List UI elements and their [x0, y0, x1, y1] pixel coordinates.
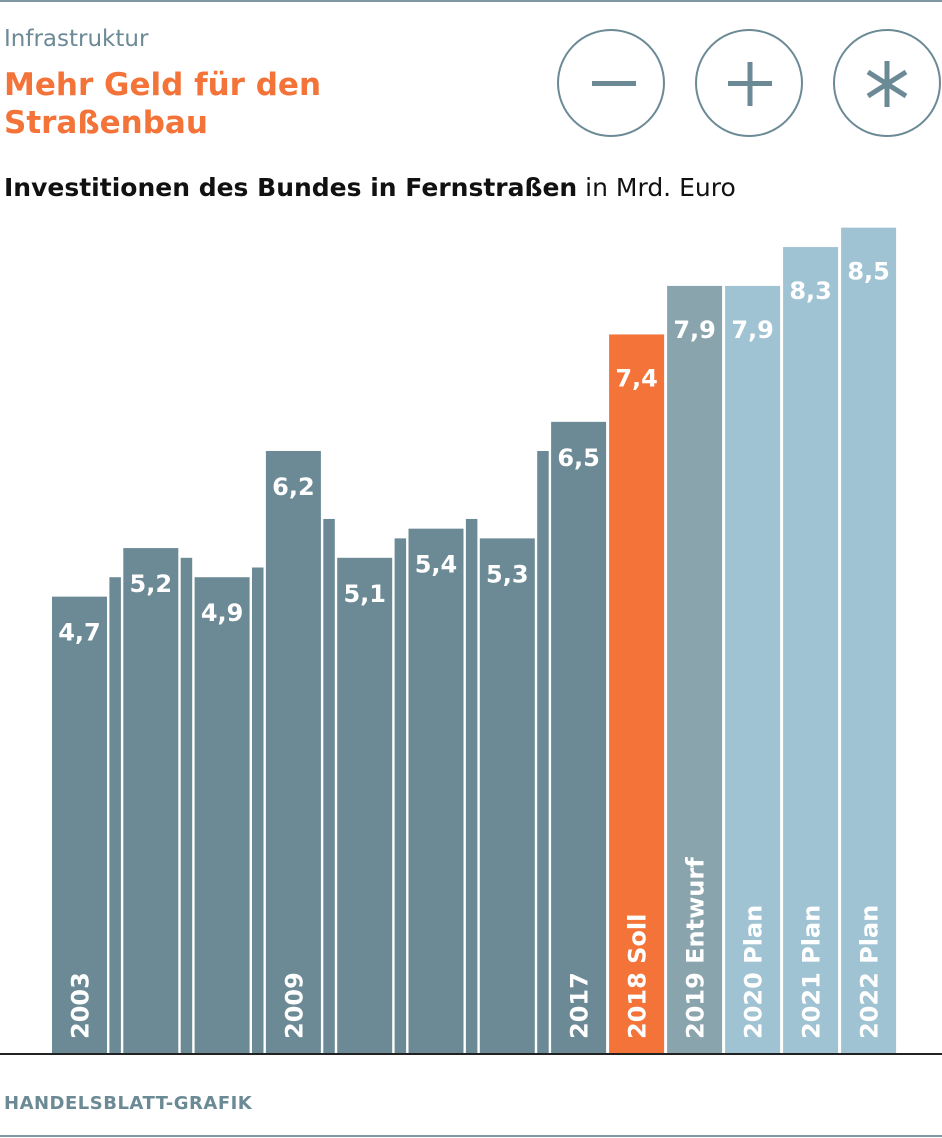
value-label: 5,3: [486, 560, 529, 588]
category-label: 2021 Plan: [798, 905, 826, 1039]
bar-group-2007: 4,9: [194, 577, 250, 1053]
category-label: 2017: [566, 972, 594, 1039]
bar-group-2006: [180, 557, 193, 1053]
bar: [394, 538, 407, 1053]
value-label: 7,9: [731, 316, 774, 344]
bar-group-2016: [537, 450, 549, 1054]
value-label: 8,3: [789, 277, 832, 305]
bar: [265, 450, 321, 1054]
bar-chart: 4,7 2003 5,2 4,9 6,2 2009 5,1 5,4 5,3 6,5 2017 7,4 2…: [52, 227, 897, 1054]
category-label: 2019 Entwurf: [682, 857, 710, 1039]
zoom-out-button[interactable]: [557, 29, 665, 137]
bar-group-2003: 4,7 2003: [52, 596, 107, 1053]
bar-group-2012: [394, 538, 407, 1053]
bar: [323, 518, 335, 1053]
bar: [465, 518, 478, 1053]
category-label: 2022 Plan: [856, 905, 884, 1039]
bar-group-2018: 7,4 2018 Soll: [609, 334, 665, 1054]
value-label: 4,9: [201, 599, 244, 627]
bar-group-2008: [252, 567, 264, 1053]
bar-group-2021: 8,3 2021 Plan: [783, 247, 839, 1053]
value-label: 7,4: [615, 364, 658, 392]
value-label: 6,5: [557, 444, 600, 472]
bar-group-2022: 8,5 2022 Plan: [841, 227, 897, 1053]
bar-group-2009: 6,2 2009: [265, 450, 321, 1054]
bar: [551, 421, 607, 1054]
minus-icon: [592, 81, 636, 86]
bar: [337, 557, 393, 1053]
value-label: 5,1: [343, 580, 386, 608]
kicker: Infrastruktur: [4, 26, 149, 52]
page-title: Mehr Geld für den Straßenbau: [4, 67, 322, 141]
bar-group-2020: 7,9 2020 Plan: [725, 285, 781, 1053]
value-label: 6,2: [272, 473, 315, 501]
plus-icon: [728, 62, 772, 106]
bar: [537, 450, 549, 1054]
bar-group-2013: 5,4: [408, 528, 464, 1053]
chart-subtitle-main: Investitionen des Bundes in Fernstraßen: [4, 173, 578, 202]
bar: [408, 528, 464, 1053]
bar: [479, 538, 535, 1053]
bar: [841, 227, 897, 1053]
value-label: 4,7: [58, 619, 101, 647]
bar: [609, 334, 665, 1054]
bar: [667, 285, 723, 1053]
bar-group-2004: [109, 577, 121, 1053]
chart-subtitle: Investitionen des Bundes in Fernstraßen …: [4, 173, 736, 202]
baseline-rule: [0, 1053, 942, 1055]
category-label: 2009: [280, 972, 308, 1039]
bar-group-2011: 5,1: [337, 557, 393, 1053]
value-label: 8,5: [847, 258, 890, 286]
bottom-rule: [0, 1135, 942, 1137]
bar: [123, 548, 179, 1053]
source-credit: HANDELSBLATT-GRAFIK: [4, 1093, 253, 1114]
bar: [252, 567, 264, 1053]
bar-group-2019: 7,9 2019 Entwurf: [667, 285, 723, 1053]
value-label: 7,9: [673, 316, 716, 344]
value-label: 5,2: [130, 570, 173, 598]
bar-group-2015: 5,3: [479, 538, 535, 1053]
bar: [180, 557, 193, 1053]
bar: [725, 285, 781, 1053]
bar-group-2010: [323, 518, 335, 1053]
chart-unit: in Mrd. Euro: [585, 173, 736, 202]
reset-button[interactable]: [833, 29, 941, 137]
bar: [109, 577, 121, 1053]
bar-group-2005: 5,2: [123, 548, 179, 1053]
category-label: 2018 Soll: [624, 914, 652, 1039]
bar: [194, 577, 250, 1053]
bar: [783, 247, 839, 1053]
bar: [52, 596, 107, 1053]
asterisk-icon: [866, 61, 908, 107]
category-label: 2003: [67, 972, 95, 1039]
top-rule: [0, 0, 942, 2]
bar-group-2014: [465, 518, 478, 1053]
category-label: 2020 Plan: [740, 905, 768, 1039]
zoom-in-button[interactable]: [695, 29, 803, 137]
bar-group-2017: 6,5 2017: [551, 421, 607, 1054]
value-label: 5,4: [415, 551, 458, 579]
